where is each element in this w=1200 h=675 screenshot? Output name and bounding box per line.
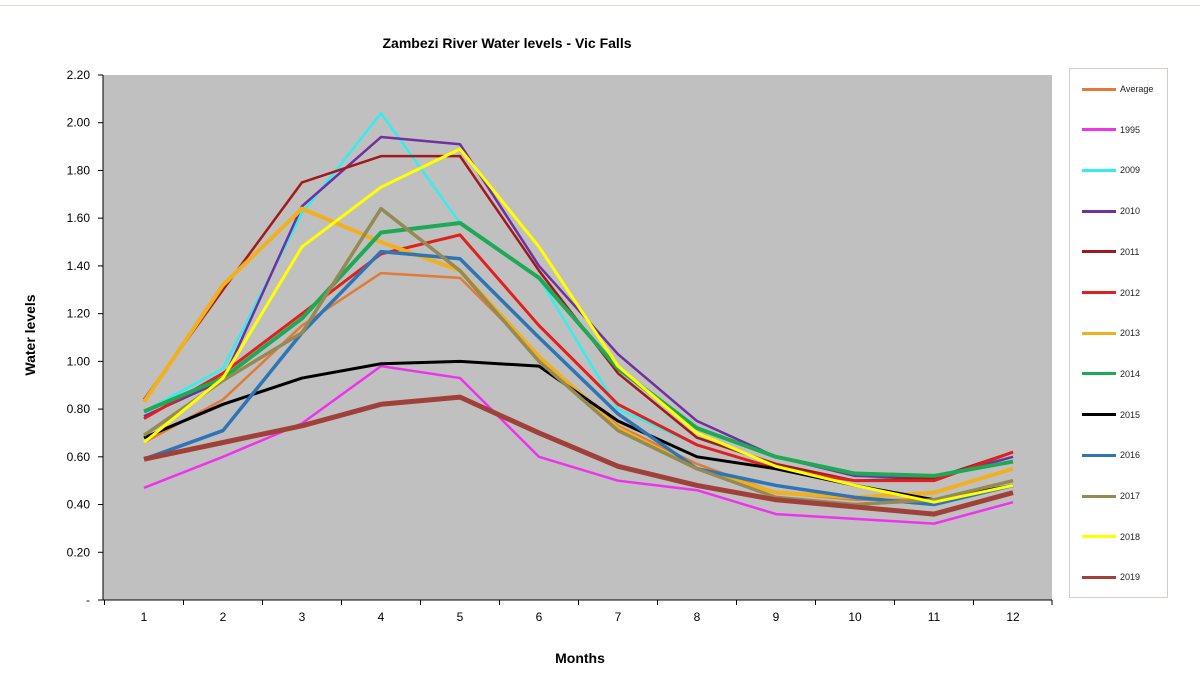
y-tick-label: 0.60	[67, 450, 91, 464]
legend-label: 2016	[1120, 450, 1141, 461]
x-tick-label: 6	[536, 610, 543, 624]
series-line-2010	[143, 135, 1014, 480]
legend-label: 2009	[1120, 165, 1141, 176]
legend-item-2014: 2014	[1082, 368, 1140, 380]
chart-title: Zambezi River Water levels - Vic Falls	[383, 35, 632, 51]
legend-swatch	[1082, 575, 1116, 579]
x-tick-label: 11	[928, 610, 941, 624]
legend-swatch	[1082, 250, 1116, 254]
legend-label: 2015	[1120, 409, 1141, 420]
series-line-2014	[143, 220, 1014, 478]
x-tick-label: 3	[299, 610, 306, 624]
legend-swatch	[1082, 128, 1116, 132]
legend-swatch	[1082, 209, 1116, 213]
legend-item-2011: 2011	[1082, 246, 1139, 258]
legend-swatch	[1082, 291, 1116, 294]
legend-item-2012: 2012	[1082, 287, 1140, 299]
x-tick-label: 5	[457, 610, 464, 624]
legend-item-2016: 2016	[1082, 449, 1140, 461]
series-line-2012	[143, 233, 1014, 483]
y-tick-label: 1.80	[67, 163, 91, 177]
y-tick-label: -	[86, 593, 90, 607]
y-tick-label: 0.40	[67, 498, 91, 512]
x-axis-label: Months	[555, 650, 605, 666]
legend-label: 2011	[1120, 246, 1140, 257]
legend-item-2018: 2018	[1082, 531, 1140, 543]
legend-swatch	[1082, 535, 1116, 539]
legend-label: 2019	[1120, 572, 1141, 583]
legend-swatch	[1082, 168, 1116, 172]
x-tick-label: 10	[848, 610, 862, 624]
top-divider	[0, 5, 1200, 6]
legend-item-2019: 2019	[1082, 571, 1140, 583]
y-tick-label: 2.00	[67, 116, 91, 130]
legend-item-2010: 2010	[1082, 205, 1140, 217]
x-tick-label: 7	[615, 610, 622, 624]
y-tick-label: 0.20	[67, 545, 91, 559]
legend-label: 2014	[1120, 368, 1141, 379]
legend-item-2015: 2015	[1082, 409, 1140, 421]
legend-swatch	[1082, 413, 1116, 417]
legend-item-2013: 2013	[1082, 327, 1140, 339]
legend-label: 1995	[1120, 124, 1141, 135]
legend-label: 2012	[1120, 287, 1141, 298]
x-tick-label: 9	[773, 610, 780, 624]
y-tick-label: 1.20	[67, 307, 91, 321]
legend: Average 1995 2009 2010 2011 2012 2013 2014 2015 2…	[1069, 68, 1168, 598]
x-tick-label: 12	[1006, 610, 1020, 624]
legend-label: 2010	[1120, 206, 1141, 217]
x-tick-label: 2	[220, 610, 227, 624]
series-line-2016	[143, 249, 1014, 507]
y-tick-label: 1.00	[67, 354, 91, 368]
legend-item-2017: 2017	[1082, 490, 1140, 502]
legend-label: 2017	[1120, 491, 1141, 501]
series-line-2017	[143, 206, 1014, 507]
x-tick-label: 4	[378, 610, 385, 624]
legend-label: 2018	[1120, 531, 1141, 542]
series-line-2019	[143, 394, 1014, 517]
legend-swatch	[1082, 453, 1116, 457]
legend-label: Average	[1120, 84, 1154, 94]
legend-item-average: Average	[1082, 83, 1153, 95]
y-tick-label: 2.20	[67, 68, 91, 82]
y-tick-label: 1.60	[67, 211, 91, 225]
y-axis-label: Water levels	[22, 294, 38, 375]
x-tick-label: 8	[694, 610, 701, 624]
legend-swatch	[1082, 372, 1116, 376]
legend-item-1995: 1995	[1082, 124, 1140, 136]
legend-item-2009: 2009	[1082, 164, 1140, 176]
legend-swatch	[1082, 87, 1116, 91]
x-tick-label: 1	[141, 610, 148, 624]
legend-swatch	[1082, 331, 1116, 335]
series-line-2018	[143, 147, 1014, 504]
y-tick-label: 0.80	[67, 402, 91, 416]
legend-swatch	[1082, 494, 1116, 498]
y-tick-label: 1.40	[67, 259, 91, 273]
legend-label: 2013	[1120, 328, 1141, 339]
